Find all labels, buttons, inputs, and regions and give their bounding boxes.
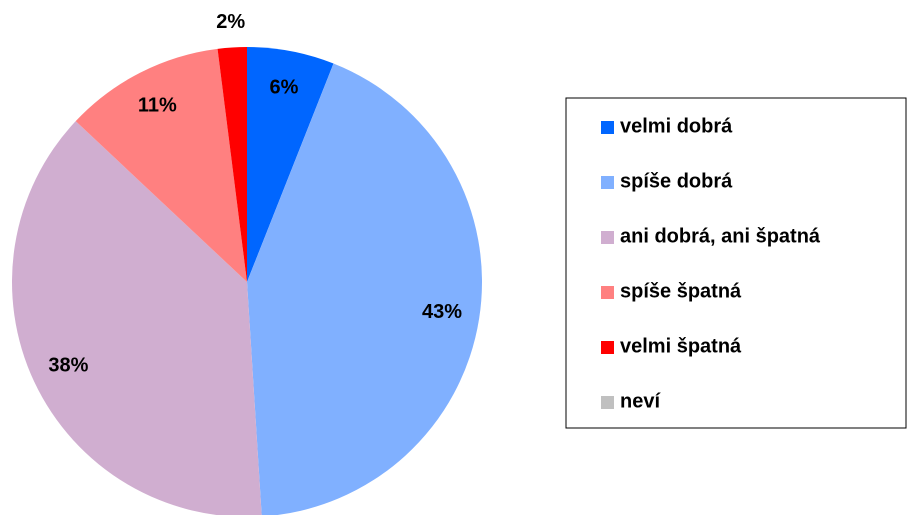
legend-label: velmi špatná [620,335,742,357]
data-label: 38% [48,354,88,376]
legend-swatch [601,231,614,244]
legend-label: spíše špatná [620,280,742,302]
legend-swatch [601,121,614,134]
data-label: 6% [270,76,299,98]
data-label: 2% [216,11,245,33]
legend-label: ani dobrá, ani špatná [620,225,821,247]
data-label: 11% [138,94,177,116]
pie-slice [217,47,247,282]
legend-label: spíše dobrá [620,170,733,192]
legend-swatch [601,396,614,409]
data-label: 43% [422,301,462,323]
legend-swatch [601,176,614,189]
legend-swatch [601,341,614,354]
pie-slice [12,121,262,515]
legend-box [565,97,907,429]
pie-slice [75,48,247,283]
pie-slice [247,63,482,515]
legend-label: velmi dobrá [620,115,733,137]
pie-slice [247,47,334,282]
legend-swatch [601,286,614,299]
legend-label: neví [620,390,661,412]
